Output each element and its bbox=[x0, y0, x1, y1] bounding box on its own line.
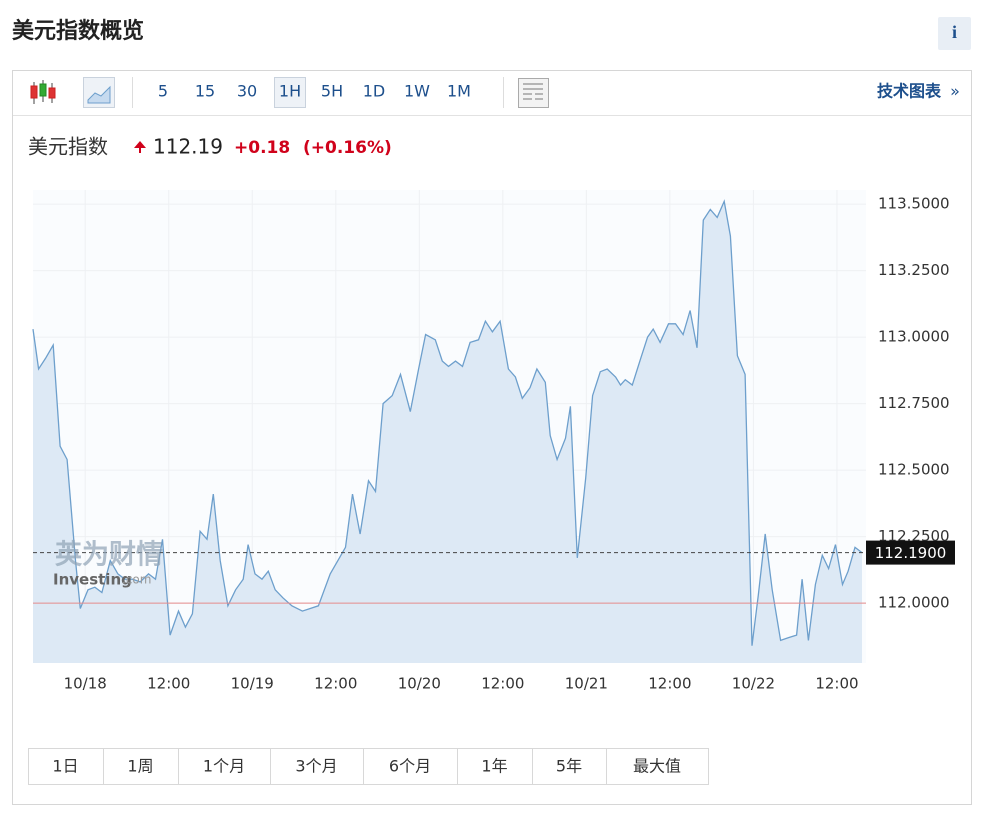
candle-icon[interactable] bbox=[30, 80, 56, 104]
range-button[interactable] bbox=[270, 748, 364, 785]
y-tick-label: 113.0000 bbox=[878, 328, 950, 346]
interval-button[interactable]: 1M bbox=[447, 82, 471, 101]
watermark-brand: 英为财情 bbox=[55, 540, 163, 571]
info-label: i bbox=[952, 22, 957, 42]
page-title: 美元指数概览 bbox=[12, 18, 144, 44]
x-tick-label: 10/18 bbox=[64, 675, 107, 693]
interval-button[interactable]: 1H bbox=[279, 82, 301, 101]
range-label: 1周 bbox=[127, 757, 153, 776]
range-label: 3个月 bbox=[295, 757, 337, 776]
last-price-tag bbox=[866, 540, 955, 565]
widget-frame bbox=[12, 70, 972, 805]
range-label: 5年 bbox=[556, 757, 582, 776]
y-tick-label: 112.5000 bbox=[878, 461, 950, 479]
range-button[interactable] bbox=[178, 748, 271, 785]
technical-link[interactable]: 技术图表 bbox=[877, 82, 942, 101]
watermark-site: Investing bbox=[53, 571, 132, 589]
interval-buttons: 5 15 30 1H 5H 1D 1W 1M bbox=[158, 77, 471, 108]
x-tick-label: 12:00 bbox=[648, 675, 691, 693]
range-label: 1个月 bbox=[203, 757, 245, 776]
y-tick-label: 113.5000 bbox=[878, 195, 950, 213]
range-label: 6个月 bbox=[389, 757, 431, 776]
watermark-domain: .com bbox=[122, 573, 151, 587]
quote-price: 112.19 bbox=[153, 135, 223, 159]
table-icon-glyph bbox=[523, 83, 543, 100]
range-button[interactable] bbox=[606, 748, 709, 785]
x-tick-label: 10/22 bbox=[732, 675, 775, 693]
x-tick-label: 12:00 bbox=[314, 675, 357, 693]
interval-button[interactable]: 15 bbox=[195, 82, 215, 101]
range-label: 最大值 bbox=[633, 757, 681, 776]
x-tick-label: 12:00 bbox=[815, 675, 858, 693]
table-icon[interactable] bbox=[518, 78, 549, 108]
interval-button[interactable]: 5 bbox=[158, 82, 168, 101]
quote-change-pct: (+0.16%) bbox=[303, 138, 392, 158]
range-button[interactable] bbox=[363, 748, 458, 785]
range-buttons: 1日 1周 1个月 3个月 6个月 1年 5年 最大值 bbox=[28, 748, 709, 785]
interval-button[interactable]: 1W bbox=[404, 82, 430, 101]
x-tick-label: 12:00 bbox=[481, 675, 524, 693]
info-button[interactable] bbox=[938, 17, 971, 50]
line-icon-glyph bbox=[87, 85, 111, 104]
quote-change: +0.18 bbox=[234, 138, 290, 158]
x-tick-label: 10/20 bbox=[398, 675, 441, 693]
y-tick-label: 112.7500 bbox=[878, 394, 950, 412]
interval-active bbox=[274, 77, 306, 108]
range-label: 1日 bbox=[52, 757, 78, 776]
y-tick-label: 112.0000 bbox=[878, 594, 950, 612]
technical-link-arrow: » bbox=[950, 82, 960, 101]
y-tick-label: 113.2500 bbox=[878, 261, 950, 279]
plot bbox=[32, 199, 866, 663]
interval-button[interactable]: 1D bbox=[363, 82, 386, 101]
last-price-label: 112.1900 bbox=[875, 544, 947, 562]
axes: 112.0000112.2500112.5000112.7500113.0000… bbox=[64, 195, 955, 693]
area bbox=[33, 201, 862, 663]
x-tick-label: 10/21 bbox=[565, 675, 608, 693]
up-arrow bbox=[134, 141, 146, 153]
range-label: 1年 bbox=[481, 757, 507, 776]
interval-button[interactable]: 5H bbox=[321, 82, 343, 101]
x-tick-label: 10/19 bbox=[231, 675, 274, 693]
interval-button[interactable]: 30 bbox=[237, 82, 257, 101]
range-button[interactable] bbox=[532, 748, 607, 785]
x-tick-label: 12:00 bbox=[147, 675, 190, 693]
range-button[interactable] bbox=[103, 748, 179, 785]
range-button[interactable] bbox=[28, 748, 104, 785]
quote-name: 美元指数 bbox=[28, 135, 108, 159]
